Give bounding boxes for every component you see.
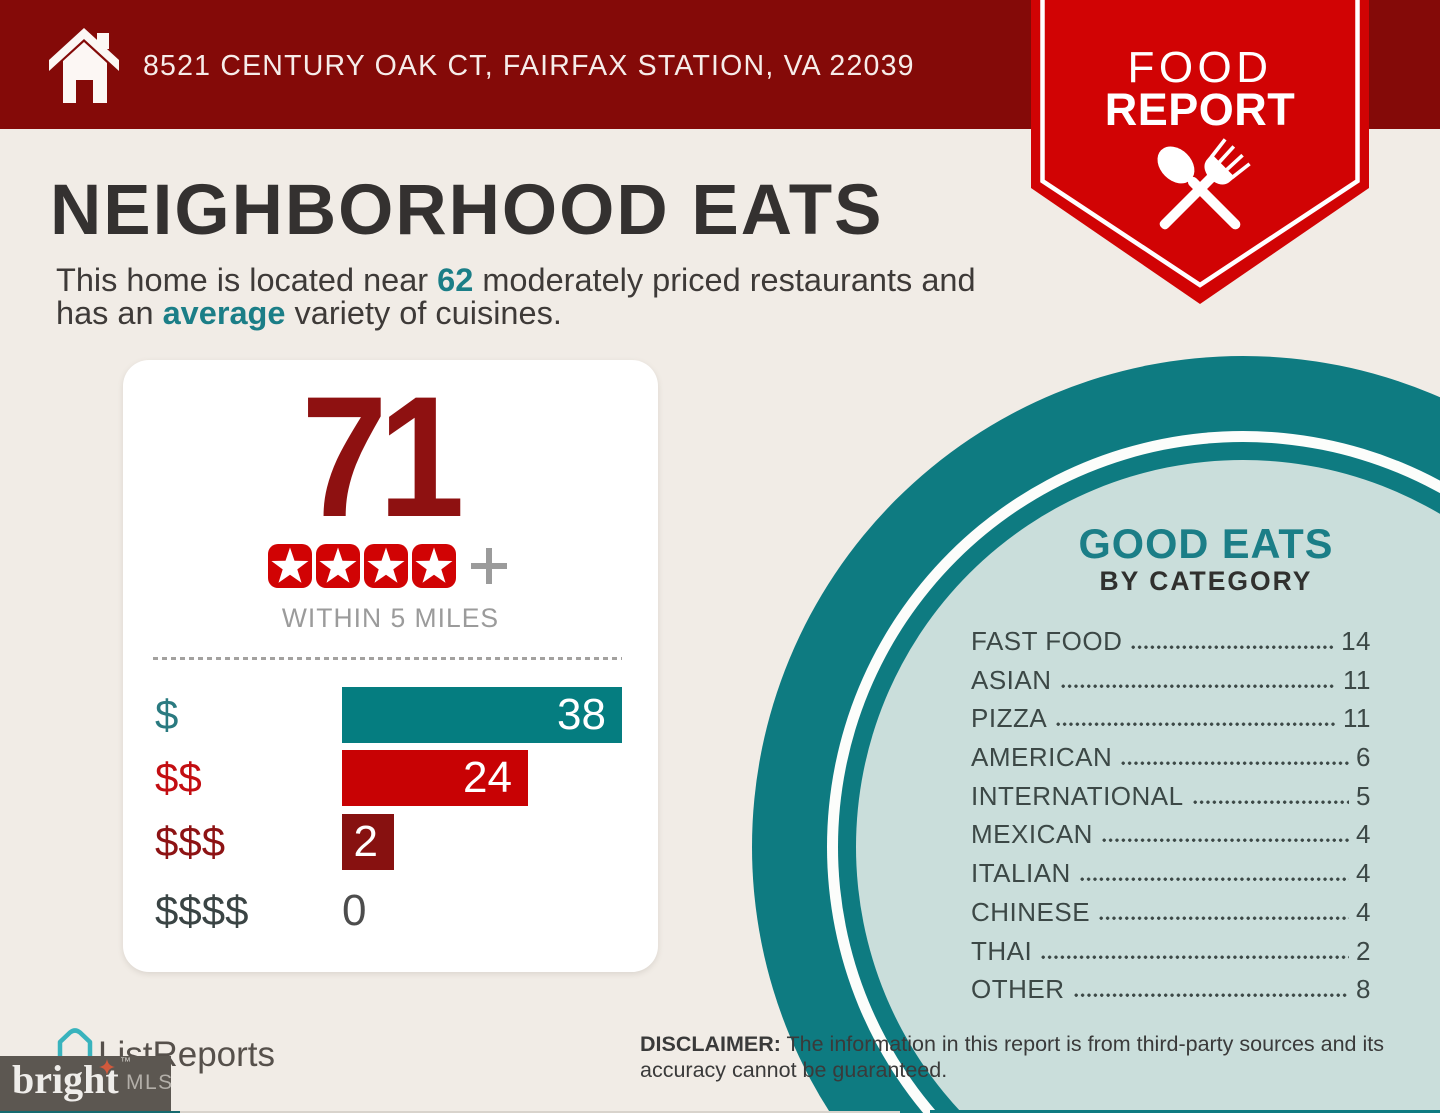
svg-text:REPORT: REPORT (1105, 84, 1296, 135)
svg-text:FOOD: FOOD (1127, 43, 1272, 92)
